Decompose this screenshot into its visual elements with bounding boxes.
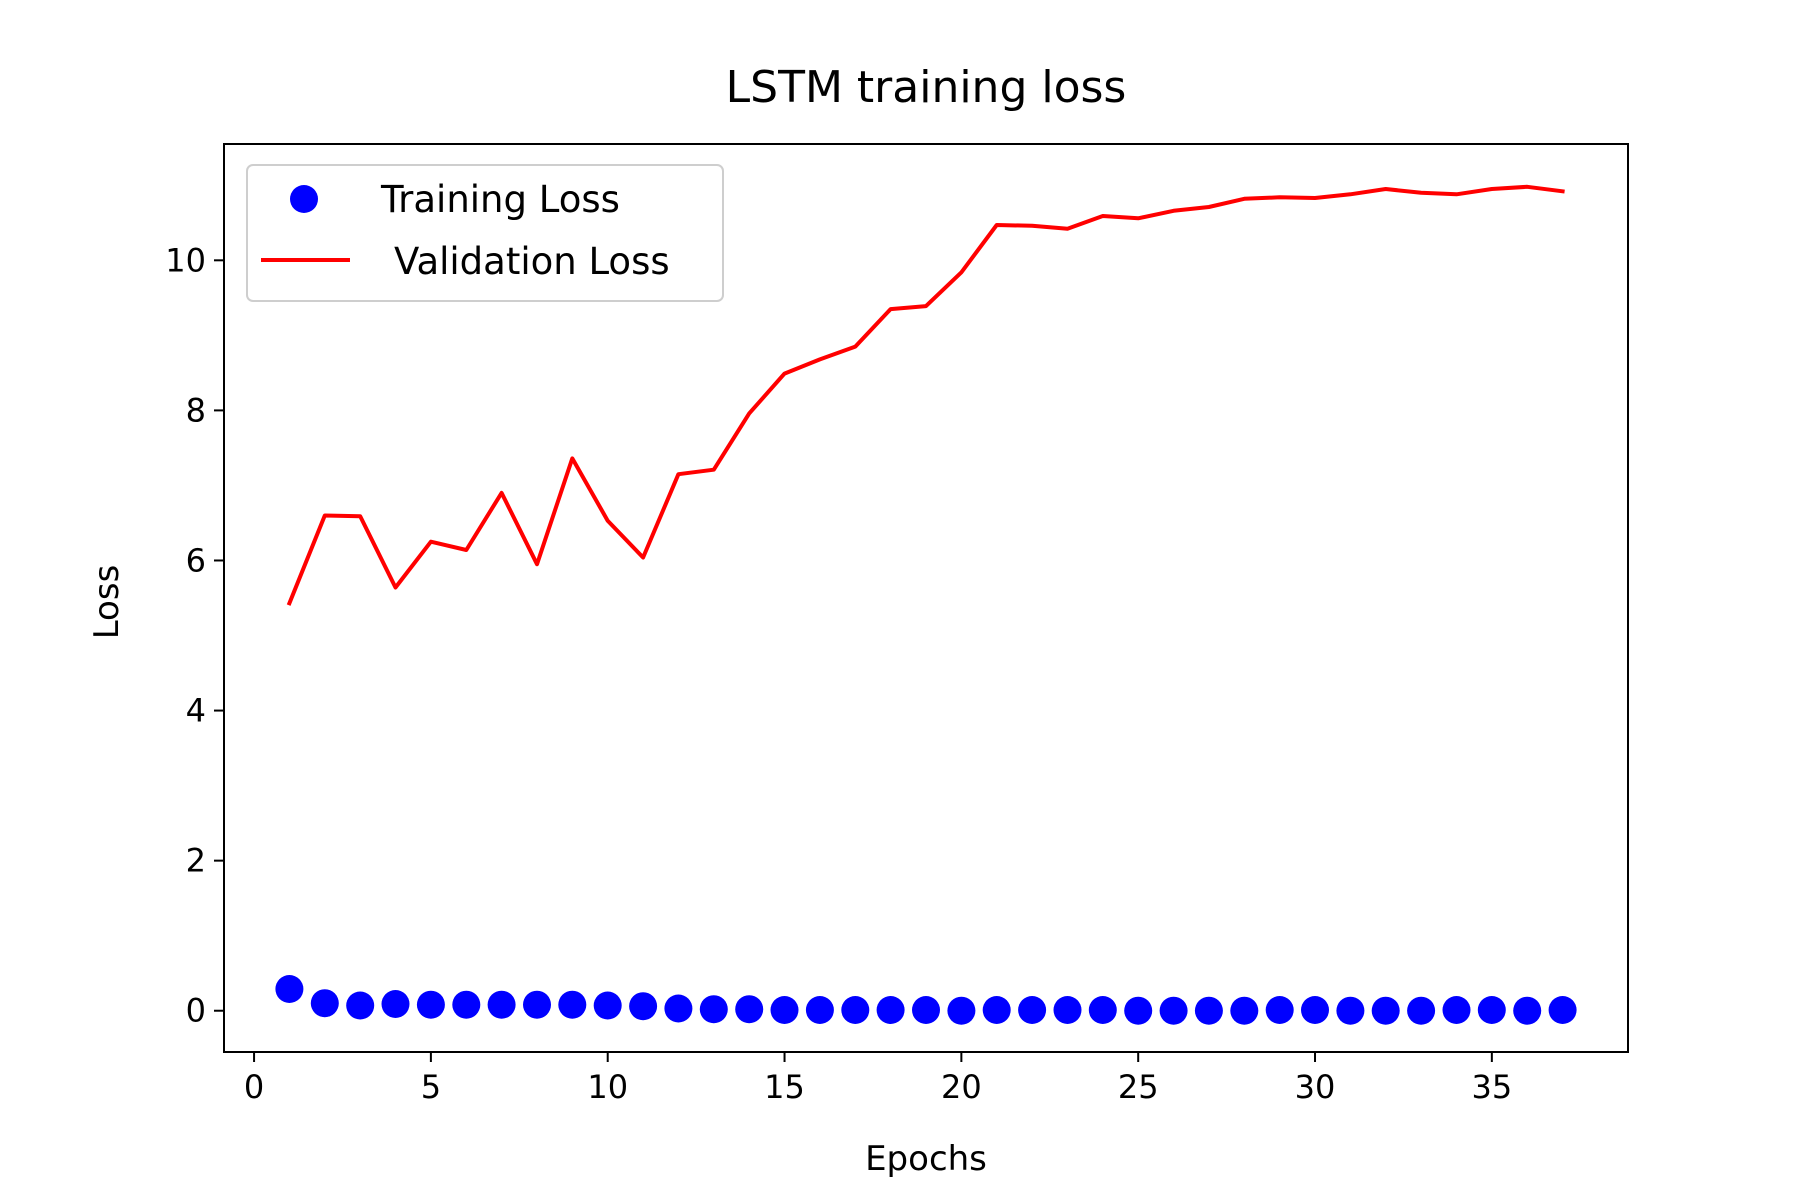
y-tick-label: 6 (186, 541, 206, 579)
training-loss-point (416, 990, 445, 1019)
training-loss-point (841, 996, 870, 1024)
y-tick-label: 10 (165, 241, 206, 279)
legend-marker-training-loss (290, 185, 318, 213)
training-loss-point (912, 996, 940, 1024)
training-loss-point (1230, 996, 1259, 1025)
x-axis-label: Epochs (865, 1139, 987, 1179)
training-loss-point (275, 975, 304, 1003)
training-loss-point (735, 995, 764, 1024)
training-loss-point (699, 995, 728, 1024)
training-loss-point (1477, 996, 1506, 1024)
legend-label-validation-loss: Validation Loss (394, 240, 670, 283)
training-loss-point (629, 992, 658, 1021)
training-loss-point (1159, 996, 1188, 1025)
training-loss-point (1053, 996, 1082, 1024)
y-tick-label: 0 (186, 992, 206, 1030)
training-loss-point (1513, 996, 1542, 1025)
plot-frame (223, 143, 1629, 1053)
y-tick-label: 4 (186, 692, 206, 730)
x-tick-label: 15 (764, 1068, 805, 1106)
training-loss-point (1336, 996, 1365, 1025)
x-tick-label: 10 (587, 1068, 628, 1106)
training-loss-point (452, 990, 481, 1019)
training-loss-point (487, 990, 516, 1019)
training-loss-point (1371, 996, 1400, 1025)
y-tick-label: 2 (186, 842, 206, 880)
axis-ticks: 0 5 10 15 20 25 30 35 0 2 4 6 8 10 (165, 241, 1512, 1106)
training-loss-point (1018, 996, 1047, 1024)
training-loss-point (558, 990, 587, 1019)
chart-title: LSTM training loss (726, 62, 1127, 113)
training-loss-point (310, 989, 339, 1018)
training-loss-point (346, 991, 375, 1020)
x-tick-label: 20 (941, 1068, 982, 1106)
training-loss-point (1301, 996, 1329, 1024)
legend-label-training-loss: Training Loss (380, 178, 620, 221)
training-loss-point (876, 996, 905, 1024)
training-loss-point (1407, 996, 1436, 1025)
training-loss-point (947, 996, 976, 1025)
training-loss-point (381, 990, 410, 1018)
training-loss-point (1265, 996, 1294, 1024)
validation-loss-line (286, 184, 1565, 606)
x-tick-label: 35 (1471, 1068, 1512, 1106)
training-loss-point (1194, 996, 1223, 1025)
training-loss-point (1088, 996, 1117, 1024)
training-loss-point (1124, 996, 1153, 1025)
series-layer (275, 184, 1577, 1025)
training-loss-point (1442, 996, 1471, 1024)
y-axis-label: Loss (87, 565, 127, 640)
x-tick-label: 5 (421, 1068, 441, 1106)
legend-box (246, 164, 724, 302)
x-tick-label: 30 (1295, 1068, 1336, 1106)
x-tick-label: 0 (244, 1068, 264, 1106)
training-loss-point (1548, 996, 1577, 1024)
training-loss-point (523, 990, 551, 1019)
training-loss-point (770, 996, 799, 1024)
training-loss-point (982, 996, 1011, 1024)
legend: Training Loss Validation Loss (246, 164, 724, 302)
y-tick-label: 8 (186, 391, 206, 429)
training-loss-point (593, 991, 622, 1020)
x-tick-label: 25 (1118, 1068, 1159, 1106)
training-loss-point (805, 996, 834, 1024)
training-loss-point (664, 994, 693, 1023)
